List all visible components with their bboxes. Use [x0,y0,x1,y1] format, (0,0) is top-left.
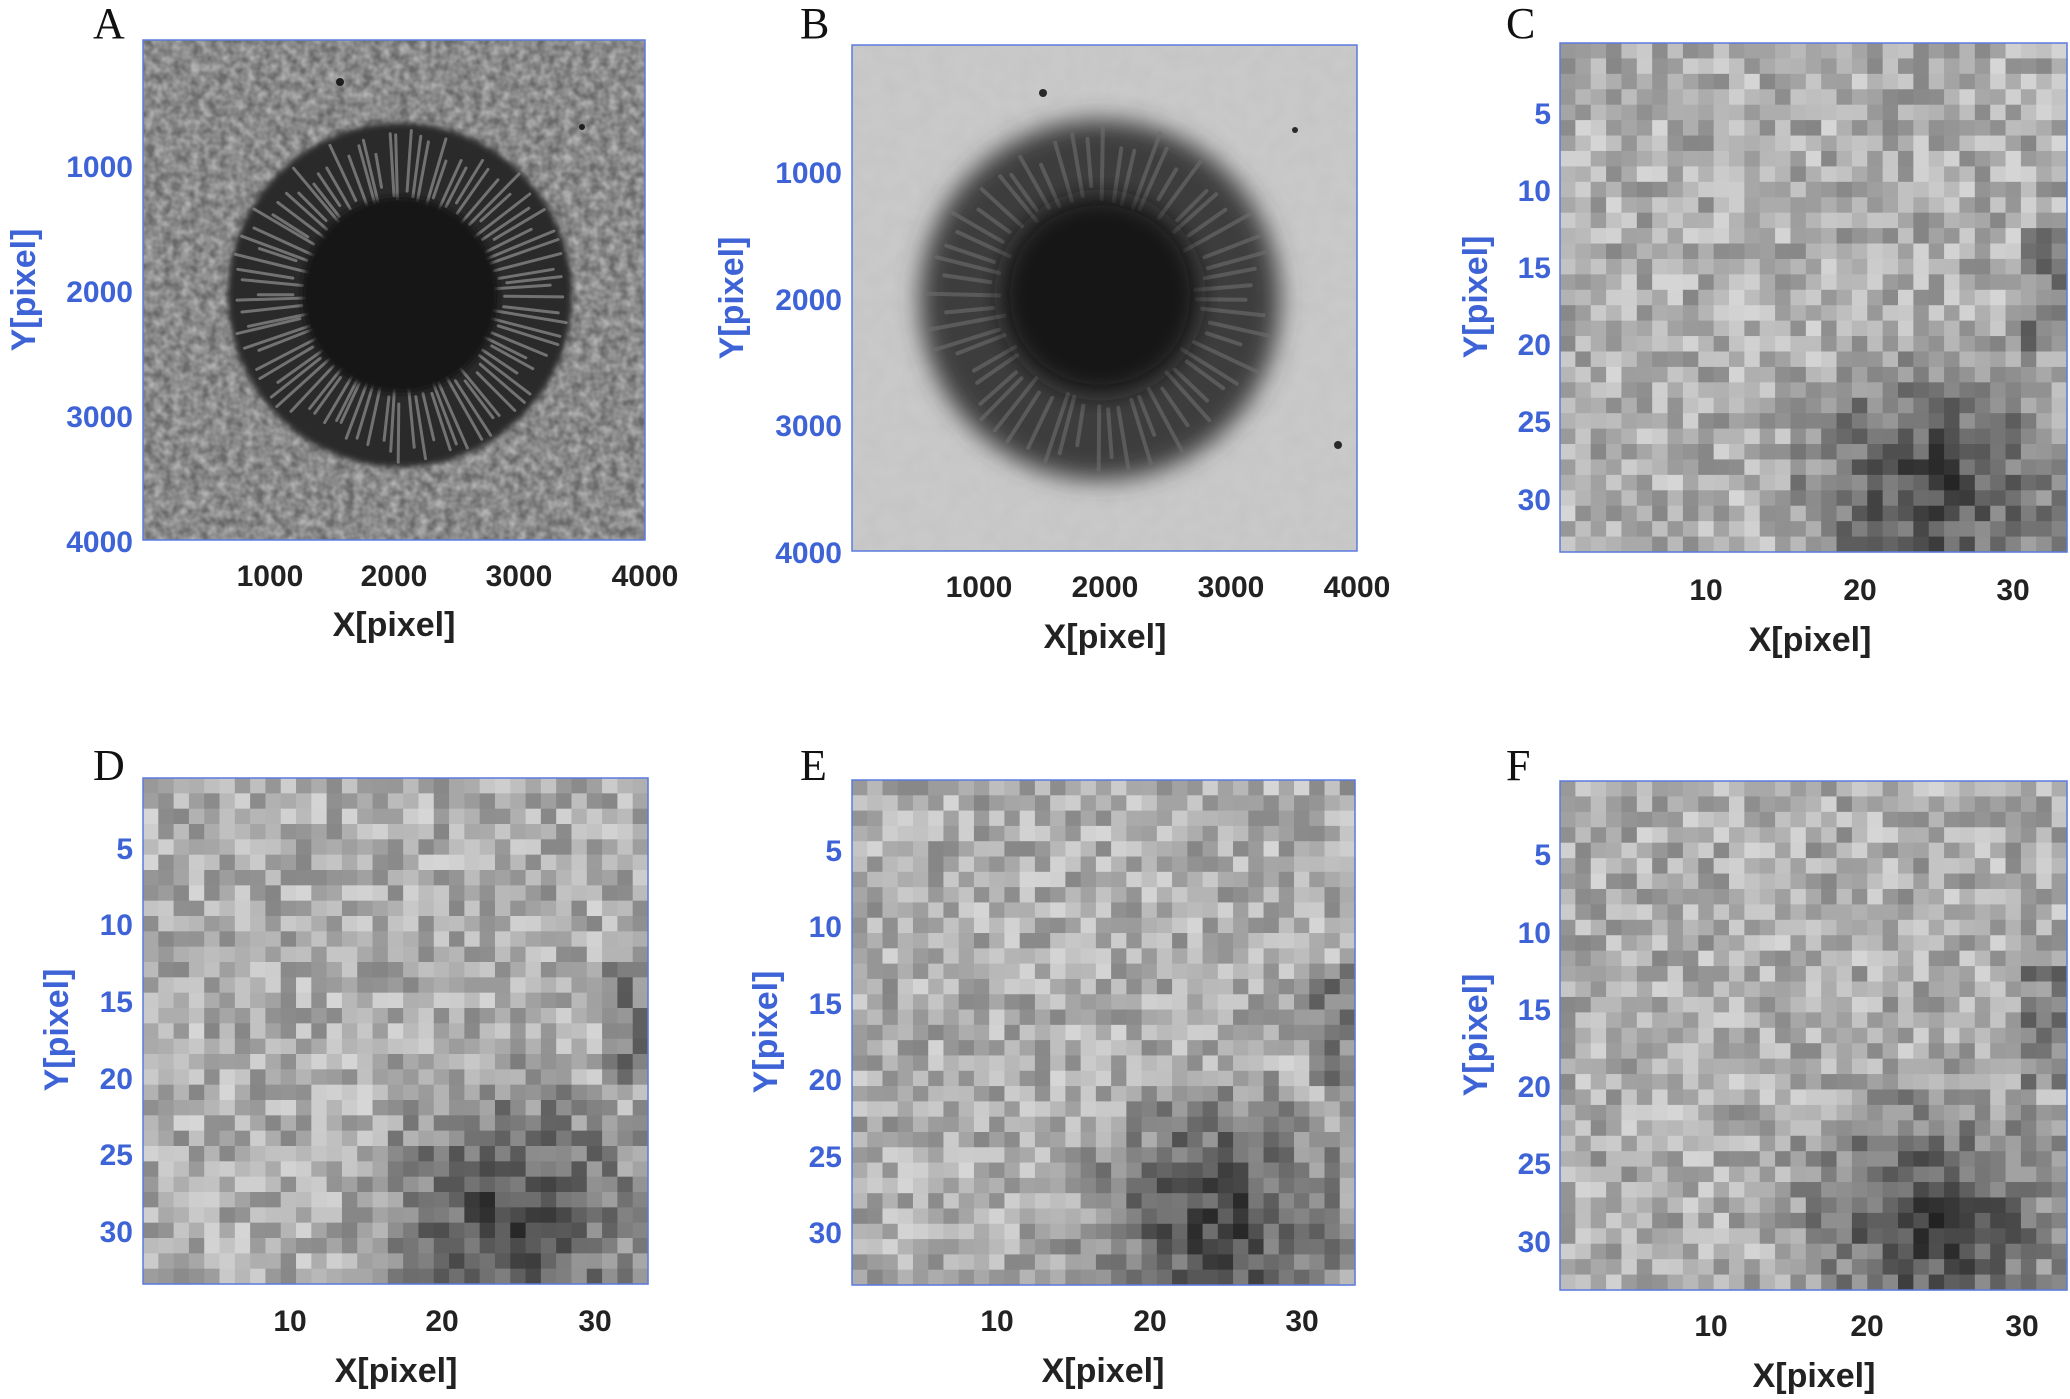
pixel-patch-image [1560,781,2068,1291]
x-tick-label: 10 [980,1305,1013,1338]
y-tick-label: 5 [116,833,133,866]
panel-letter: B [800,0,829,48]
y-tick-label: 30 [100,1216,133,1249]
x-tick-label: 1000 [237,560,304,593]
y-tick-label: 30 [1518,484,1551,517]
panel-letter: F [1506,741,1530,790]
panel-b: B 1000 2000 3000 4000 X[pixel] 1000 2000… [713,0,1390,656]
panel-letter: E [800,741,827,790]
y-tick-label: 5 [825,835,842,868]
y-tick-label: 5 [1534,839,1551,872]
y-tick-label: 15 [809,988,842,1021]
y-tick-label: 10 [809,911,842,944]
y-tick-label: 2000 [775,284,842,317]
sunspot-image [852,45,1357,551]
panel-c: C 10 20 30 X[pixel] 5 10 15 20 25 30 Y[p… [1457,0,2068,659]
pixel-patch-image [143,778,649,1285]
panel-letter: C [1506,0,1535,48]
x-axis-label: X[pixel] [1753,1357,1876,1395]
x-tick-label: 30 [1996,574,2029,607]
panel-e: E 10 20 30 X[pixel] 5 10 15 20 25 30 Y[p… [747,741,1356,1390]
y-tick-label: 25 [1518,406,1551,439]
x-tick-label: 20 [1133,1305,1166,1338]
x-tick-label: 2000 [361,560,428,593]
y-tick-label: 1000 [775,157,842,190]
y-tick-label: 25 [809,1141,842,1174]
y-tick-label: 20 [1518,329,1551,362]
x-axis-label: X[pixel] [1042,1352,1165,1390]
plot-frame [142,777,649,1285]
y-tick-label: 4000 [66,526,133,559]
y-tick-label: 10 [100,909,133,942]
plot-frame [1559,780,2068,1291]
y-axis-label: Y[pixel] [1457,236,1495,359]
x-tick-label: 10 [1689,574,1722,607]
y-tick-label: 4000 [775,537,842,570]
y-tick-label: 15 [1518,252,1551,285]
y-tick-label: 20 [1518,1071,1551,1104]
y-tick-label: 15 [100,986,133,1019]
y-tick-label: 10 [1518,917,1551,950]
x-tick-label: 2000 [1072,571,1139,604]
y-tick-label: 15 [1518,994,1551,1027]
y-tick-label: 3000 [775,410,842,443]
y-tick-label: 1000 [66,151,133,184]
x-tick-label: 10 [1694,1310,1727,1343]
y-axis-label: Y[pixel] [38,969,76,1092]
pixel-patch-image [1560,43,2068,553]
x-tick-label: 4000 [612,560,679,593]
x-axis-label: X[pixel] [1749,621,1872,659]
sunspot-image [143,40,645,540]
y-tick-label: 20 [100,1063,133,1096]
x-tick-label: 1000 [946,571,1013,604]
x-axis-label: X[pixel] [1044,618,1167,656]
pixel-patch-image [852,780,1356,1286]
y-axis-label: Y[pixel] [1457,974,1495,1097]
x-tick-label: 4000 [1324,571,1391,604]
y-tick-label: 30 [809,1217,842,1250]
x-tick-label: 20 [1850,1310,1883,1343]
x-tick-label: 30 [2005,1310,2038,1343]
y-tick-label: 5 [1534,98,1551,131]
y-axis-label: Y[pixel] [747,971,785,1094]
y-tick-label: 25 [100,1139,133,1172]
panel-a: A 1000 2000 3000 4000 X[pixel] 1000 2000… [5,0,678,644]
y-axis-label: Y[pixel] [5,229,43,352]
panel-f: F 10 20 30 X[pixel] 5 10 15 20 25 30 Y[p… [1457,741,2068,1395]
y-axis-label: Y[pixel] [713,237,751,360]
x-axis-label: X[pixel] [333,606,456,644]
panel-d: D 10 20 30 X[pixel] 5 10 15 20 25 30 Y[p… [38,741,649,1390]
x-tick-label: 3000 [486,560,553,593]
panel-letter: D [93,741,125,790]
y-tick-label: 25 [1518,1148,1551,1181]
x-tick-label: 20 [1843,574,1876,607]
x-tick-label: 10 [273,1305,306,1338]
plot-frame [851,779,1356,1286]
y-tick-label: 10 [1518,175,1551,208]
y-tick-label: 30 [1518,1226,1551,1259]
plot-frame [142,39,646,541]
x-tick-label: 30 [578,1305,611,1338]
plot-frame [851,44,1358,552]
y-tick-label: 2000 [66,276,133,309]
x-tick-label: 30 [1285,1305,1318,1338]
y-tick-label: 20 [809,1064,842,1097]
x-tick-label: 20 [425,1305,458,1338]
x-axis-label: X[pixel] [335,1352,458,1390]
x-tick-label: 3000 [1198,571,1265,604]
plot-frame [1559,42,2068,553]
panel-letter: A [93,0,125,48]
y-tick-label: 3000 [66,401,133,434]
